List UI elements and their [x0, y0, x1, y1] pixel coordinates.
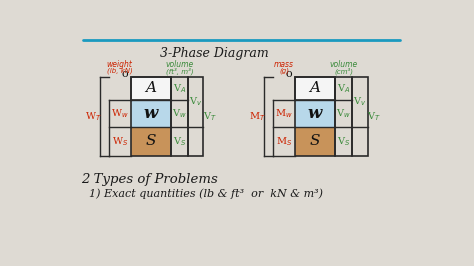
Text: A: A	[310, 81, 320, 95]
Bar	[352, 77, 368, 156]
Bar	[295, 77, 335, 100]
Text: V$_w$: V$_w$	[336, 107, 351, 119]
Text: weight: weight	[107, 60, 133, 69]
Text: V$_w$: V$_w$	[172, 107, 187, 119]
Text: V$_T$: V$_T$	[367, 110, 381, 123]
Bar	[130, 77, 171, 156]
Text: o: o	[121, 69, 128, 79]
Text: o: o	[285, 69, 292, 79]
Bar	[295, 100, 335, 127]
Bar	[335, 77, 352, 156]
Bar	[188, 77, 203, 156]
Text: (lb, kN): (lb, kN)	[107, 68, 133, 74]
Text: w: w	[144, 105, 158, 122]
Text: S: S	[310, 134, 320, 148]
Text: M$_S$: M$_S$	[276, 135, 292, 148]
Text: volume: volume	[165, 60, 193, 69]
Text: W$_S$: W$_S$	[111, 135, 128, 148]
Bar	[171, 77, 188, 156]
Text: 1) Exact quantities (lb & ft³  or  kN & m³): 1) Exact quantities (lb & ft³ or kN & m³…	[89, 188, 323, 199]
Text: (cm³): (cm³)	[334, 68, 353, 75]
Text: mass: mass	[274, 60, 294, 69]
Text: V$_S$: V$_S$	[337, 135, 350, 148]
Text: V$_T$: V$_T$	[203, 110, 217, 123]
Text: W$_w$: W$_w$	[111, 107, 128, 119]
Text: (g): (g)	[279, 68, 289, 74]
Text: V$_v$: V$_v$	[189, 95, 202, 108]
Bar	[130, 127, 171, 156]
Text: V$_A$: V$_A$	[337, 82, 350, 94]
Text: S: S	[146, 134, 156, 148]
Text: V$_S$: V$_S$	[173, 135, 186, 148]
Text: 3-Phase Diagram: 3-Phase Diagram	[160, 47, 269, 60]
Text: V$_A$: V$_A$	[173, 82, 186, 94]
Bar	[295, 127, 335, 156]
Text: 2 Types of Problems: 2 Types of Problems	[81, 173, 218, 186]
Text: w: w	[308, 105, 322, 122]
Text: volume: volume	[329, 60, 358, 69]
Bar	[295, 77, 335, 156]
Text: W$_T$: W$_T$	[85, 110, 102, 123]
Text: A: A	[145, 81, 156, 95]
Text: V$_v$: V$_v$	[353, 95, 366, 108]
Bar	[130, 100, 171, 127]
Bar	[130, 77, 171, 100]
Text: (ft³, m³): (ft³, m³)	[165, 68, 193, 75]
Text: M$_w$: M$_w$	[275, 107, 293, 119]
Text: M$_T$: M$_T$	[249, 110, 266, 123]
